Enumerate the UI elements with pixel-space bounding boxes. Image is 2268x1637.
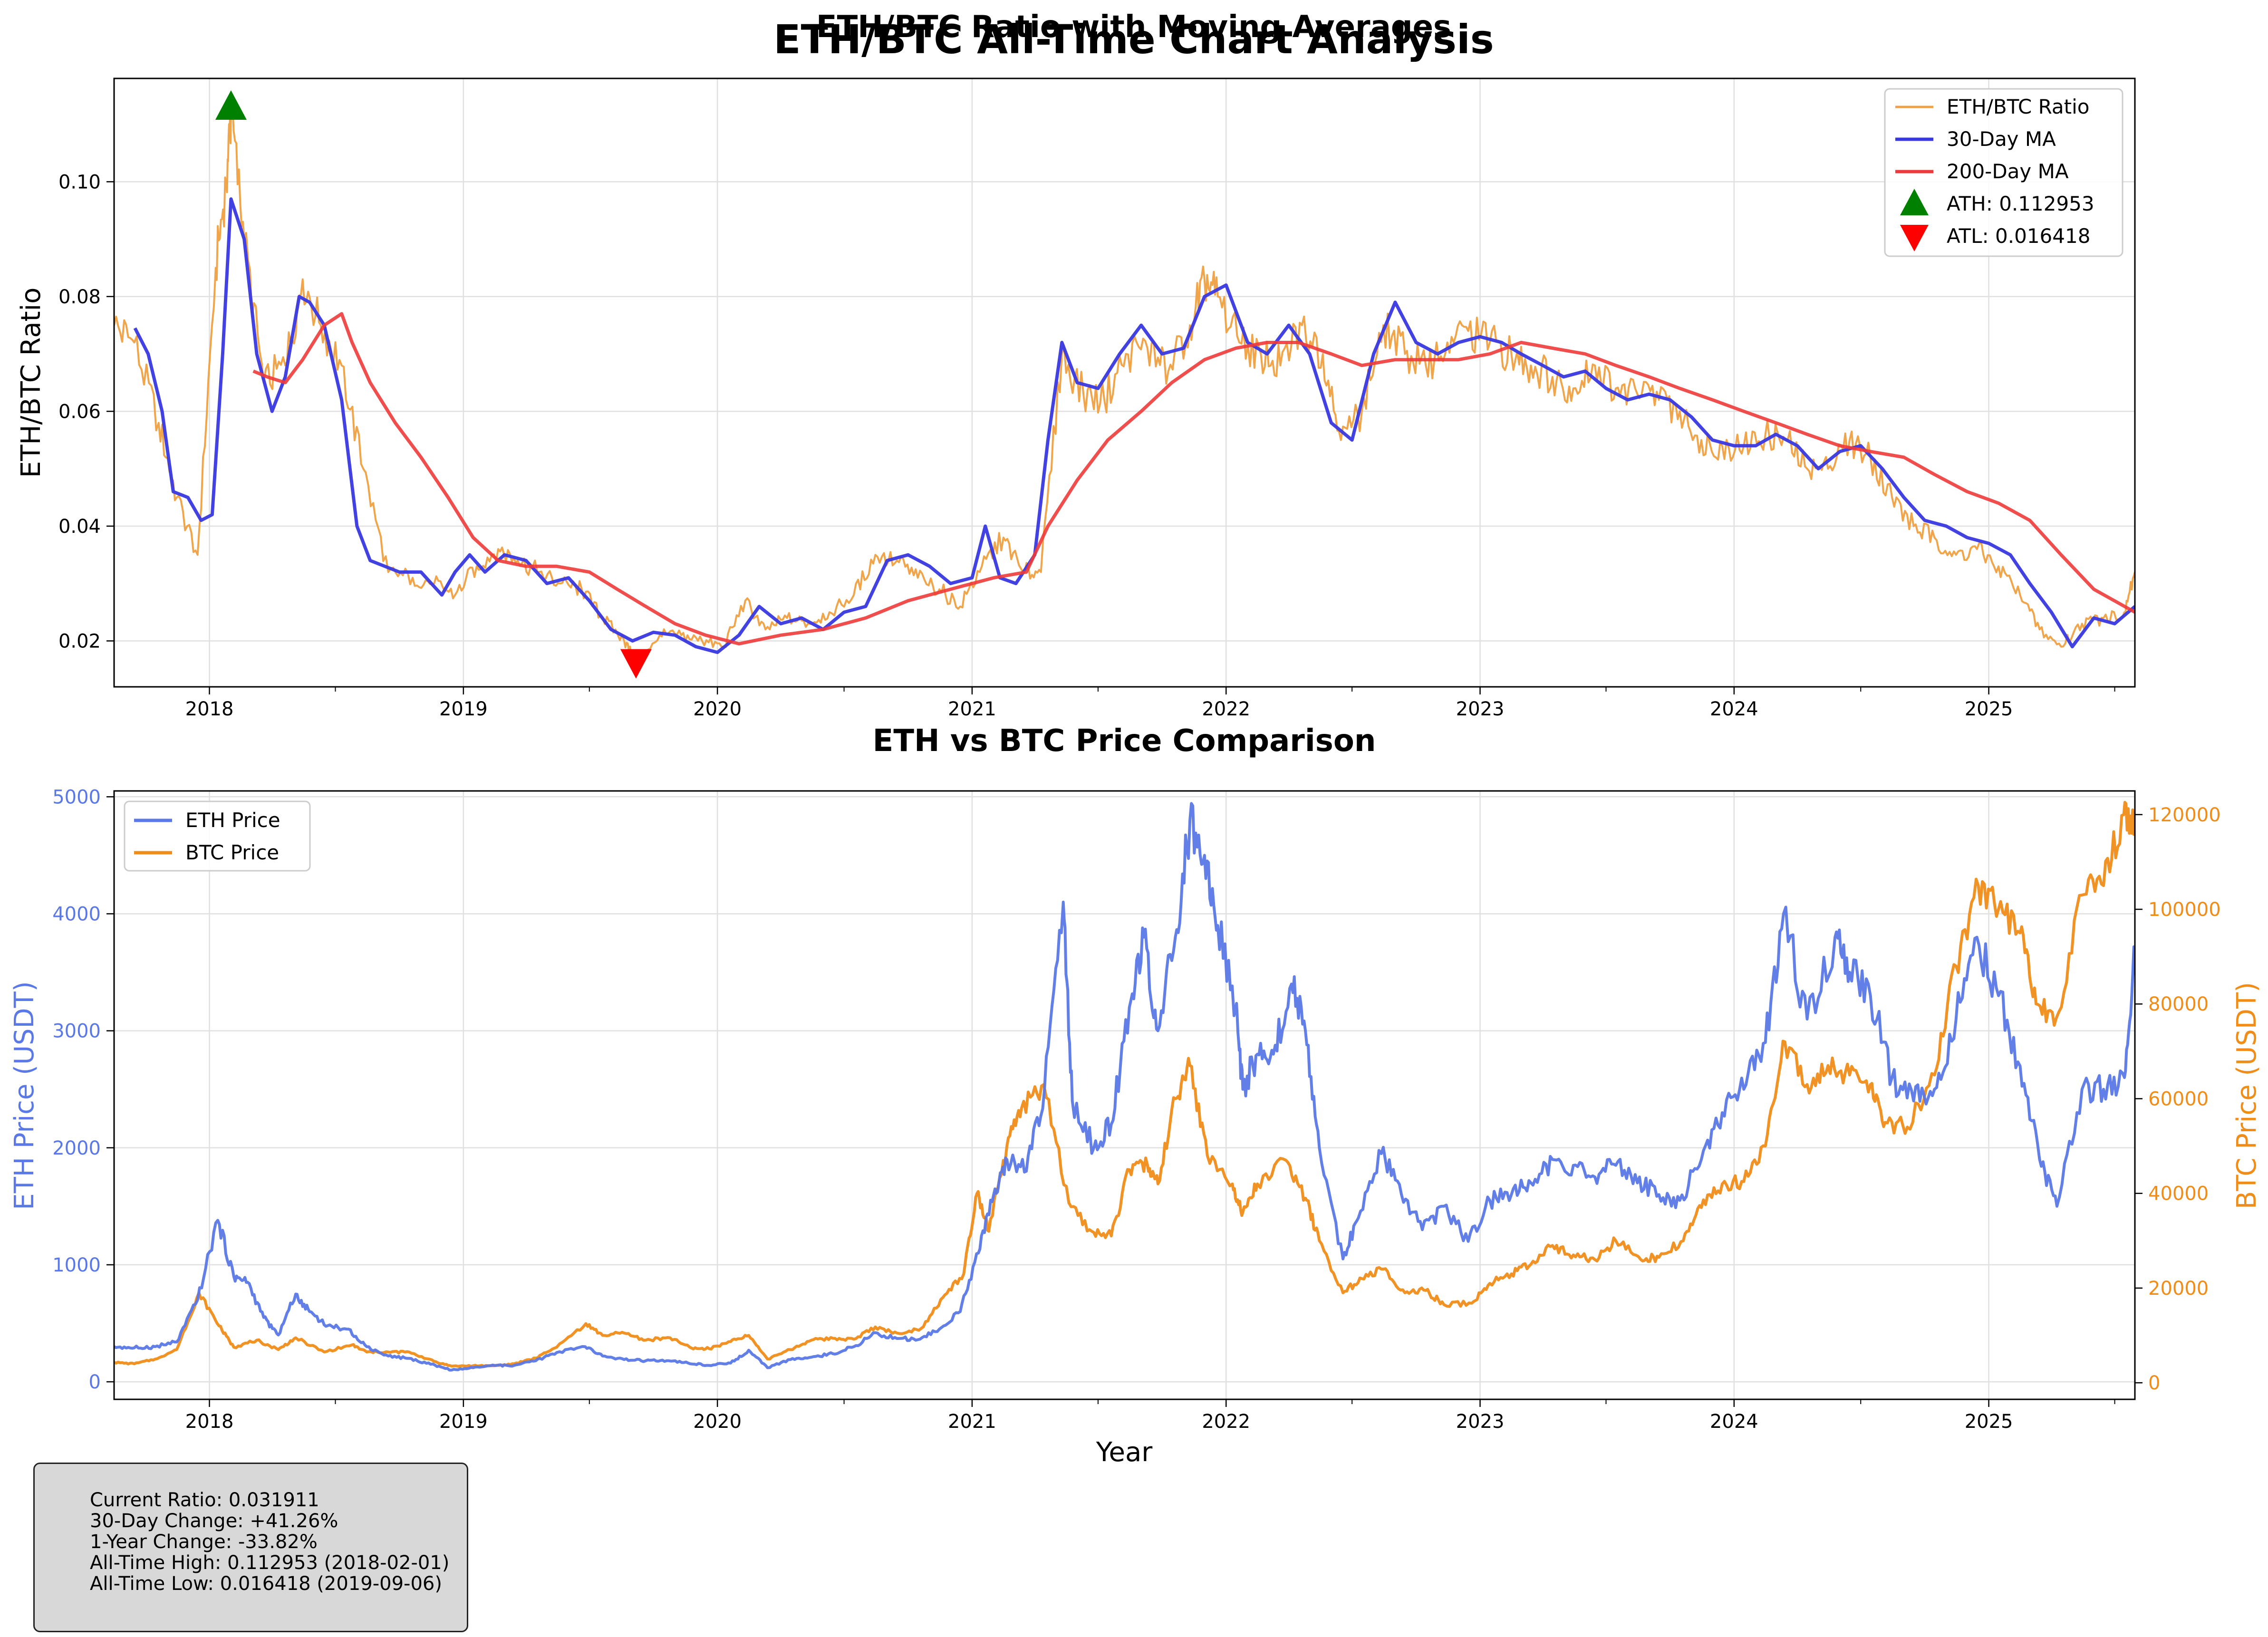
price-grid: [114, 791, 2135, 1399]
stat-all-time-low: All-Time Low: 0.016418 (2019-09-06): [90, 1573, 442, 1595]
ratio-legend-box: [1884, 88, 2123, 257]
price-series-group: [114, 800, 2135, 1372]
legend-ratio-label: ETH/BTC Ratio: [1947, 95, 2089, 118]
ratio-x-axis: 2018 2019 2020 2021 2022 2023 2024 2025: [185, 687, 2115, 720]
legend-atl-swatch: [1900, 225, 1929, 251]
x-tick-label: 2022: [1202, 1411, 1250, 1433]
price-legend: ETH Price BTC Price: [124, 800, 311, 872]
x-tick-label: 2020: [693, 1411, 742, 1433]
ratio-legend: ETH/BTC Ratio 30-Day MA 200-Day MA ATH: 0.1…: [1884, 88, 2123, 257]
ratio-series-group: [114, 97, 2135, 663]
btc-y-tick-label: 80000: [2148, 993, 2209, 1015]
legend-ath-swatch: [1900, 189, 1929, 215]
stat-current-ratio: Current Ratio: 0.031911: [90, 1489, 319, 1511]
legend-btc-label: BTC Price: [185, 841, 279, 864]
eth-y-tick-label: 2000: [52, 1137, 101, 1159]
btc-y-tick-label: 100000: [2148, 899, 2221, 921]
ratio-plot-frame: [113, 77, 2136, 688]
x-tick-label: 2024: [1710, 1411, 1758, 1433]
legend-ma30-label: 30-Day MA: [1947, 127, 2056, 151]
eth-y-tick-label: 4000: [52, 903, 101, 925]
btc-y-tick-label: 60000: [2148, 1088, 2209, 1110]
x-tick-label: 2023: [1456, 1411, 1505, 1433]
x-tick-label: 2020: [693, 698, 742, 720]
ratio-plot-area: [114, 78, 2135, 687]
figure-suptitle: ETH/BTC All-Time Chart Analysis: [773, 16, 1494, 63]
eth-y-tick-label: 3000: [52, 1021, 101, 1042]
stat-30-day-change: 30-Day Change: +41.26%: [90, 1510, 338, 1532]
y-tick-label: 0.04: [58, 516, 101, 538]
ratio-panel: ETH/BTC Ratio with Moving Averages 2018 2…: [16, 10, 2136, 720]
stat-1-year-change: 1-Year Change: -33.82%: [90, 1531, 318, 1553]
eth-y-axis-label: ETH Price (USDT): [9, 981, 40, 1210]
ma200-line: [252, 312, 2135, 645]
atl-marker: [620, 649, 652, 679]
y-tick-label: 0.08: [58, 286, 101, 308]
btc-y-tick-label: 20000: [2148, 1278, 2209, 1300]
x-tick-label: 2024: [1710, 698, 1758, 720]
x-tick-label: 2025: [1965, 1411, 2013, 1433]
legend-ma200-label: 200-Day MA: [1947, 160, 2069, 183]
x-tick-label: 2021: [948, 698, 996, 720]
x-tick-label: 2019: [439, 1411, 488, 1433]
y-tick-label: 0.02: [58, 630, 101, 652]
ma30-line: [133, 197, 2135, 654]
x-tick-label: 2023: [1456, 698, 1505, 720]
stats-box: Current Ratio: 0.031911 30-Day Change: +…: [33, 1463, 468, 1632]
y-tick-label: 0.06: [58, 401, 101, 423]
eth-price-line: [114, 802, 2135, 1372]
price-plot-area: [114, 791, 2135, 1399]
x-tick-label: 2021: [948, 1411, 996, 1433]
price-x-axis-label: Year: [1096, 1437, 1153, 1468]
eth-y-axis: 0 1000 2000 3000 4000 5000: [52, 786, 114, 1393]
ratio-markers: [215, 90, 652, 679]
ratio-y-axis: 0.02 0.04 0.06 0.08 0.10: [58, 171, 114, 652]
stat-all-time-high: All-Time High: 0.112953 (2018-02-01): [90, 1552, 450, 1574]
legend-ath-label: ATH: 0.112953: [1947, 192, 2094, 215]
eth-y-tick-label: 0: [89, 1371, 101, 1393]
eth-y-tick-label: 5000: [52, 786, 101, 808]
x-tick-label: 2018: [185, 1411, 234, 1433]
btc-y-tick-label: 120000: [2148, 804, 2221, 826]
x-tick-label: 2022: [1202, 698, 1250, 720]
price-plot-frame: [113, 790, 2136, 1400]
y-tick-label: 0.10: [58, 171, 101, 193]
x-tick-label: 2018: [185, 698, 234, 720]
btc-y-tick-label: 40000: [2148, 1183, 2209, 1205]
legend-atl-label: ATL: 0.016418: [1947, 224, 2090, 248]
ratio-y-axis-label: ETH/BTC Ratio: [16, 288, 47, 478]
btc-y-axis-label: BTC Price (USDT): [2231, 982, 2262, 1209]
legend-eth-label: ETH Price: [185, 809, 280, 832]
btc-y-axis: 0 20000 40000 60000 80000 100000 120000: [2135, 804, 2221, 1394]
btc-y-tick-label: 0: [2148, 1372, 2160, 1394]
x-tick-label: 2025: [1965, 698, 2013, 720]
price-x-axis: 2018 2019 2020 2021 2022 2023 2024 2025: [185, 1399, 2115, 1433]
ath-marker: [215, 90, 247, 120]
btc-price-line: [114, 800, 2135, 1368]
ratio-chart-title: ETH/BTC Ratio with Moving Averages: [816, 10, 1451, 45]
price-chart-title: ETH vs BTC Price Comparison: [873, 723, 1376, 759]
eth-y-tick-label: 1000: [52, 1254, 101, 1276]
eth-btc-ratio-line: [114, 97, 2135, 663]
price-panel: ETH vs BTC Price Comparison 2018 2019 2020…: [9, 723, 2262, 1468]
x-tick-label: 2019: [439, 698, 488, 720]
